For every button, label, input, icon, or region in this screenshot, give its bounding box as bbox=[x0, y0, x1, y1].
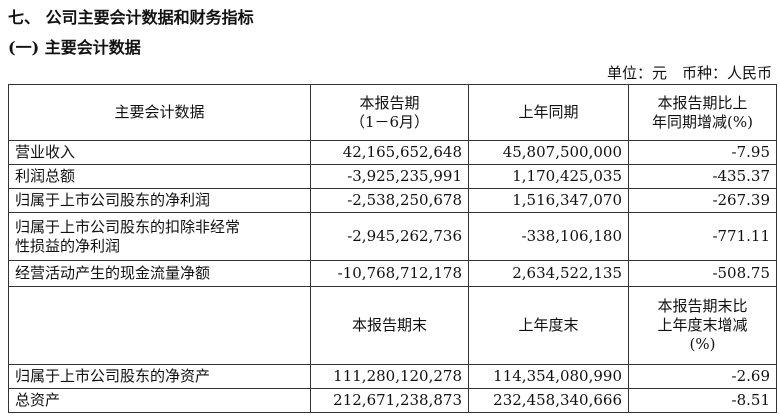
table-cell: 上年度末 bbox=[468, 286, 629, 365]
table-cell: -10,768,712,178 bbox=[310, 260, 469, 287]
section-title: 七、 公司主要会计数据和财务指标 bbox=[8, 8, 254, 27]
table-cell: 114,354,080,990 bbox=[468, 364, 629, 389]
table-row: 总资产 212,671,238,873 232,458,340,666 -8.51 bbox=[8, 388, 777, 413]
table-cell: -2,945,262,736 bbox=[310, 212, 469, 261]
table-cell bbox=[8, 286, 311, 365]
table-cell: 本报告期 （1－6月） bbox=[310, 84, 469, 141]
table-row: 主要会计数据 本报告期 （1－6月） 上年同期 本报告期比上 年同期增减(%) bbox=[8, 84, 777, 141]
table-cell: 本报告期末比 上年度末增减 (%) bbox=[628, 286, 777, 365]
table-cell: 本报告期比上 年同期增减(%) bbox=[628, 84, 777, 141]
table-cell: 上年同期 bbox=[468, 84, 629, 141]
table-cell: 212,671,238,873 bbox=[310, 388, 469, 413]
table-cell: 经营活动产生的现金流量净额 bbox=[8, 260, 311, 287]
subsection-title: (一) 主要会计数据 bbox=[8, 38, 141, 57]
table-cell: 归属于上市公司股东的扣除非经常 性损益的净利润 bbox=[8, 212, 311, 261]
table-row: 归属于上市公司股东的净资产 111,280,120,278 114,354,080,… bbox=[8, 364, 777, 389]
table-cell: -771.11 bbox=[628, 212, 777, 261]
table-cell: -338,106,180 bbox=[468, 212, 629, 261]
table-cell: -7.95 bbox=[628, 140, 777, 165]
table-cell: -2,538,250,678 bbox=[310, 188, 469, 213]
table-cell: -8.51 bbox=[628, 388, 777, 413]
table-cell: 归属于上市公司股东的净资产 bbox=[8, 364, 311, 389]
table-cell: -435.37 bbox=[628, 164, 777, 189]
data-table: 主要会计数据 本报告期 （1－6月） 上年同期 本报告期比上 年同期增减(%) 营业收入… bbox=[8, 84, 777, 413]
table-cell: 总资产 bbox=[8, 388, 311, 413]
table-row: 利润总额 -3,925,235,991 1,170,425,035 -435.37 bbox=[8, 164, 777, 189]
table-row: 归属于上市公司股东的扣除非经常 性损益的净利润 -2,945,262,736 -33… bbox=[8, 212, 777, 261]
table-cell: 归属于上市公司股东的净利润 bbox=[8, 188, 311, 213]
table-cell: 42,165,652,648 bbox=[310, 140, 469, 165]
table-cell: 1,516,347,070 bbox=[468, 188, 629, 213]
table-cell: 45,807,500,000 bbox=[468, 140, 629, 165]
table-cell: -267.39 bbox=[628, 188, 777, 213]
table-row: 经营活动产生的现金流量净额 -10,768,712,178 2,634,522,13… bbox=[8, 260, 777, 287]
table-cell: 本报告期末 bbox=[310, 286, 469, 365]
table-cell: 主要会计数据 bbox=[8, 84, 311, 141]
table-cell: 利润总额 bbox=[8, 164, 311, 189]
table-cell: -508.75 bbox=[628, 260, 777, 287]
table-row: 归属于上市公司股东的净利润 -2,538,250,678 1,516,347,070… bbox=[8, 188, 777, 213]
table-cell: -3,925,235,991 bbox=[310, 164, 469, 189]
table-cell: 营业收入 bbox=[8, 140, 311, 165]
table-row: 营业收入 42,165,652,648 45,807,500,000 -7.95 bbox=[8, 140, 777, 165]
table-cell: 1,170,425,035 bbox=[468, 164, 629, 189]
table-cell: 111,280,120,278 bbox=[310, 364, 469, 389]
table-cell: -2.69 bbox=[628, 364, 777, 389]
table-row: 本报告期末 上年度末 本报告期末比 上年度末增减 (%) bbox=[8, 286, 777, 365]
table-cell: 232,458,340,666 bbox=[468, 388, 629, 413]
table-cell: 2,634,522,135 bbox=[468, 260, 629, 287]
unit-note: 单位：元 币种：人民币 bbox=[606, 64, 772, 82]
